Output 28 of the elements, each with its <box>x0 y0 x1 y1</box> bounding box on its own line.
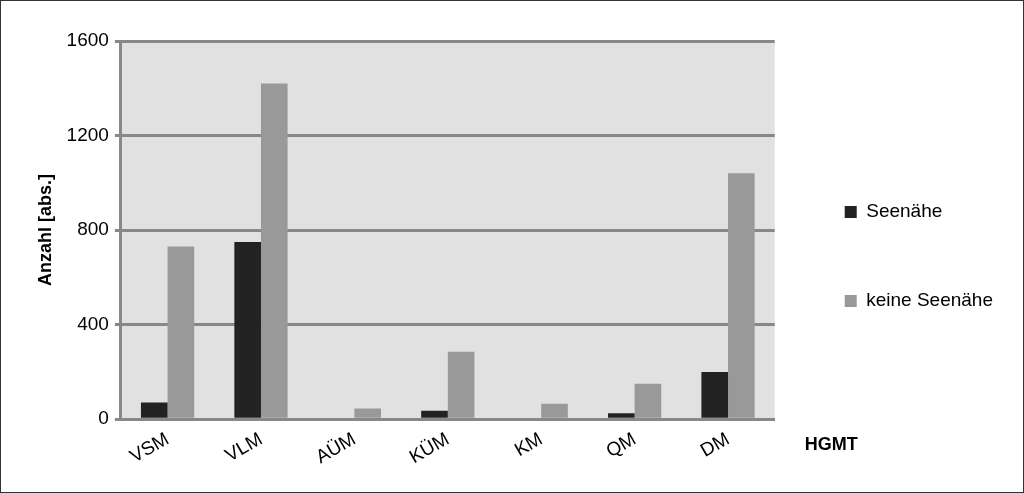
y-tick-label: 400 <box>77 312 109 334</box>
x-tick-label: KM <box>510 427 546 461</box>
bar <box>541 403 568 418</box>
legend-label: keine Seenähe <box>866 289 994 311</box>
bar <box>634 383 662 418</box>
bar <box>421 410 448 418</box>
x-tick-label: KÜM <box>405 427 453 468</box>
bar <box>260 83 288 418</box>
y-tick-label: 0 <box>98 407 109 429</box>
x-tick-label: AÜM <box>311 427 360 468</box>
bar <box>728 173 755 418</box>
x-tick-label: VLM <box>221 427 266 466</box>
x-tick-label: VSM <box>126 427 173 467</box>
bar <box>701 371 729 418</box>
x-tick-label: DM <box>696 427 733 461</box>
bar <box>167 246 195 418</box>
bar <box>354 408 382 418</box>
y-tick-label: 1600 <box>66 29 109 51</box>
bar <box>447 351 475 418</box>
x-axis-title: HGMT <box>804 434 858 455</box>
legend-label: Seenähe <box>866 200 943 222</box>
x-tick-label: QM <box>602 427 640 462</box>
bar <box>607 413 635 418</box>
bar <box>234 241 261 418</box>
y-tick-label: 1200 <box>66 123 109 145</box>
bar <box>140 402 168 418</box>
y-tick-label: 800 <box>77 218 109 240</box>
y-axis-title: Anzahl [abs.] <box>34 174 55 287</box>
